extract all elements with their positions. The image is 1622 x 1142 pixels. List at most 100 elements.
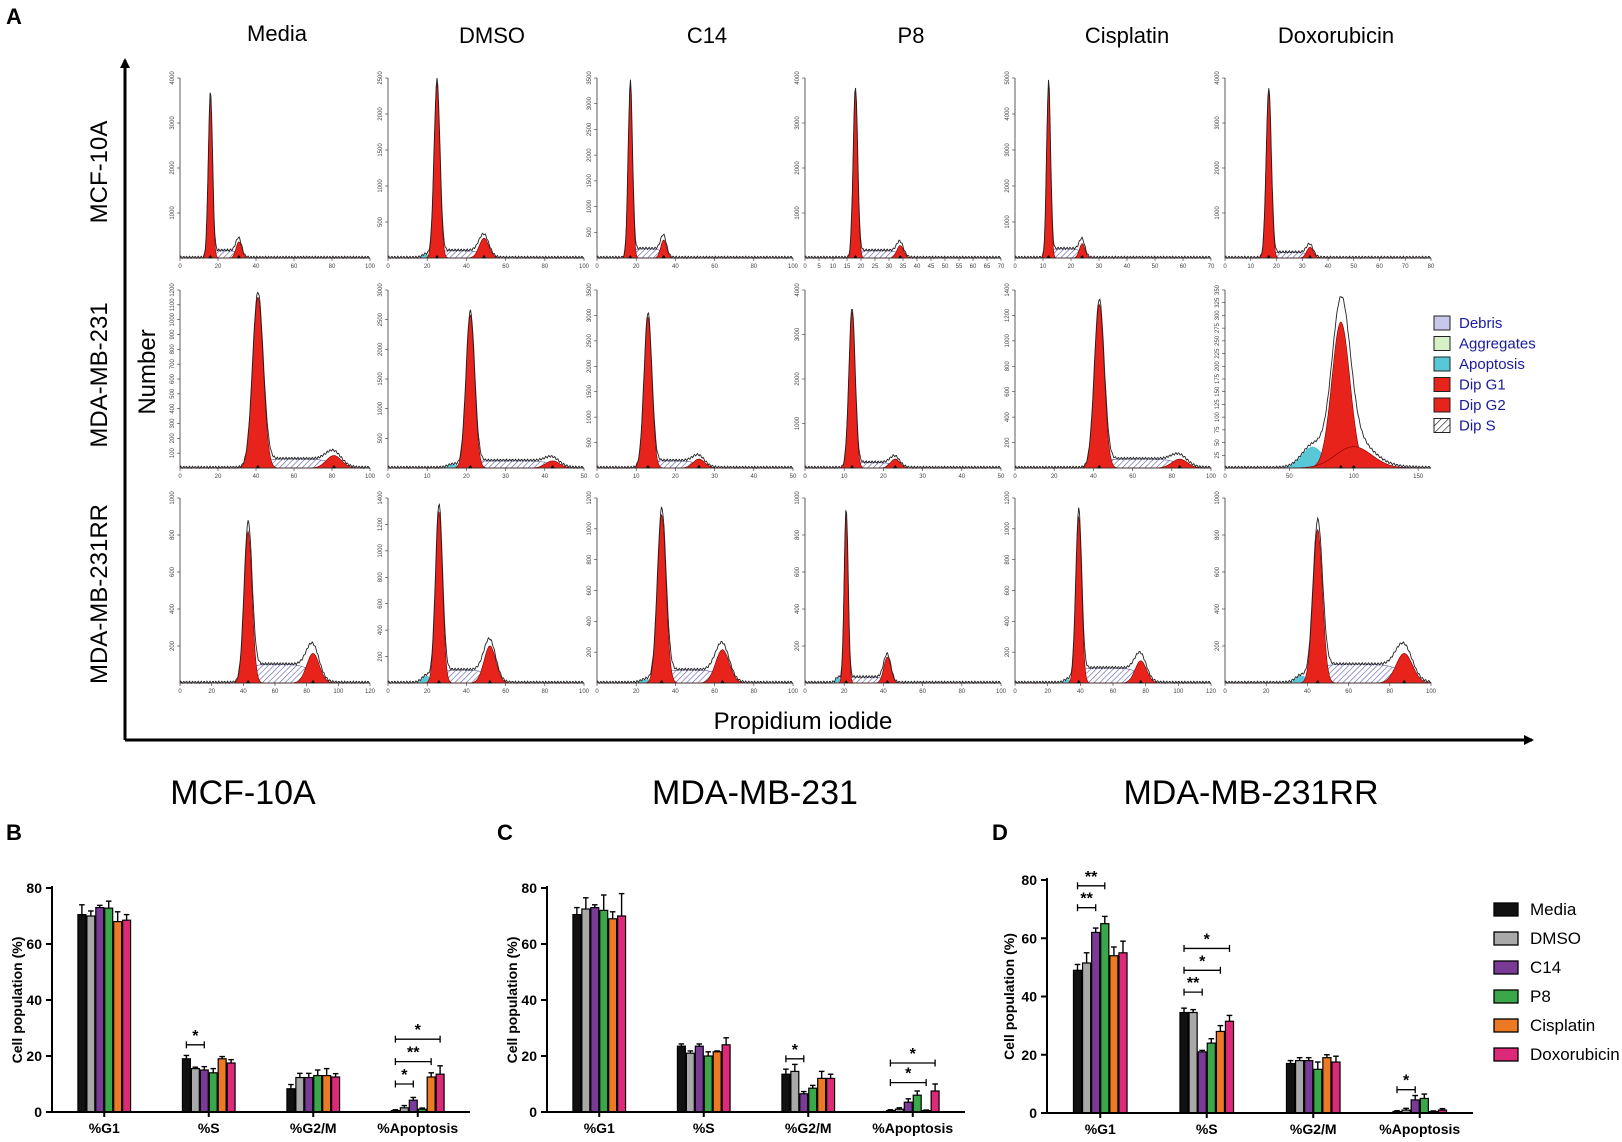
legend-swatch	[1433, 397, 1451, 413]
hist-y-tick-label: 1500	[378, 372, 384, 386]
hist-x-tick-label: 0	[178, 689, 182, 695]
dip-g1-peak	[1015, 303, 1211, 469]
hist-x-tick-label: 40	[253, 264, 260, 270]
hist-y-tick-label: 1200	[378, 517, 384, 531]
y-tick-label: 0	[1029, 1105, 1037, 1121]
bar	[1081, 962, 1092, 1114]
bar	[295, 1076, 305, 1113]
hist-x-tick-label: 0	[1013, 264, 1017, 270]
legend-label: Debris	[1459, 315, 1502, 332]
hist-x-tick-label: 100	[996, 689, 1007, 695]
bar	[572, 913, 582, 1113]
hist-x-tick-label: 35	[900, 264, 907, 270]
hist-y-tick-label: 1000	[587, 522, 593, 536]
hist-x-tick-label: 80	[541, 689, 548, 695]
hist-y-tick-label: 2000	[378, 342, 384, 356]
hist-x-tick-label: 0	[386, 689, 390, 695]
panel-letter-c: C	[497, 820, 513, 845]
bar	[199, 1069, 209, 1113]
bar-chart-mda-mb-231: 0 20 40 60 80 Cell population (%) %G1 %S %G2/M %A…	[504, 880, 965, 1136]
hist-x-tick-label: 50	[1350, 264, 1357, 270]
hist-x-tick-label: 100	[365, 264, 376, 270]
y-tick-label: 20	[1021, 1047, 1037, 1063]
bar	[1294, 1059, 1305, 1114]
legend-swatch	[1433, 315, 1451, 331]
hist-x-tick-label: 40	[1325, 264, 1332, 270]
hist-y-tick-label: 5000	[1005, 71, 1011, 85]
hist-x-tick-label: 25	[872, 264, 879, 270]
hist-y-tick-label: 500	[587, 227, 593, 238]
significance-label: **	[407, 1045, 420, 1062]
hist-y-tick-label: 1000	[1215, 206, 1221, 220]
hist-x-tick-label: 0	[1013, 474, 1017, 480]
apoptosis-area	[388, 675, 584, 683]
y-tick-label: 60	[1021, 930, 1037, 946]
bar	[1410, 1099, 1420, 1114]
hist-x-tick-label: 20	[858, 264, 865, 270]
hist-y-tick-label: 4000	[1005, 107, 1011, 121]
total-fit-line	[179, 520, 371, 685]
hist-y-tick-label: 600	[1005, 386, 1011, 397]
y-tick-label: 20	[26, 1048, 42, 1064]
bar	[817, 1077, 827, 1113]
hist-y-tick-label: 200	[1005, 647, 1011, 658]
hist-y-tick-label: 1200	[1005, 491, 1011, 505]
legend-label: Dip S	[1459, 418, 1496, 435]
y-tick-label: 40	[26, 992, 42, 1008]
hist-x-tick-label: 70	[998, 264, 1005, 270]
hist-y-tick-label: 900	[170, 329, 176, 340]
hist-y-tick-label: 3000	[587, 96, 593, 110]
significance-label: **	[1085, 869, 1098, 886]
hist-x-tick-label: 30	[919, 474, 926, 480]
hist-y-tick-label: 1000	[1215, 491, 1221, 505]
column-headers: Media DMSO C14 P8 Cisplatin Doxorubicin	[247, 21, 1394, 48]
hist-y-tick-label: 500	[378, 216, 384, 227]
hist-y-tick-label: 1500	[587, 384, 593, 398]
hist-y-tick-label: 2000	[795, 161, 801, 175]
hist-y-tick-label: 500	[170, 388, 176, 399]
y-tick-label: 80	[521, 880, 537, 896]
bar	[712, 1051, 722, 1113]
hist-x-tick-label: 65	[984, 264, 991, 270]
dip-g1-peak	[805, 91, 1001, 259]
hist-y-tick-label: 275	[1215, 322, 1221, 333]
hist-y-tick-label: 200	[795, 640, 801, 651]
hist-y-tick-label: 125	[1215, 399, 1221, 410]
hist-y-tick-label: 800	[1005, 554, 1011, 565]
histogram-cell: 0 20 40 60 80 100 120 200 400 600 800 1000	[170, 491, 376, 695]
x-category-label: %S	[693, 1120, 715, 1136]
hist-x-tick-label: 60	[711, 689, 718, 695]
hist-x-tick-label: 40	[1304, 689, 1311, 695]
hist-y-tick-label: 2500	[378, 312, 384, 326]
hist-x-tick-label: 150	[1413, 474, 1424, 480]
significance-label: *	[192, 1028, 199, 1045]
bar	[113, 920, 123, 1113]
dip-g2-peak	[388, 645, 584, 684]
hist-y-tick-label: 200	[170, 640, 176, 651]
hist-x-tick-label: 40	[1124, 264, 1131, 270]
hist-y-tick-label: 1000	[795, 416, 801, 430]
bar	[1118, 952, 1128, 1114]
bar	[86, 915, 96, 1113]
hist-x-tick-label: 40	[750, 474, 757, 480]
hist-x-tick-label: 60	[970, 264, 977, 270]
hist-y-tick-label: 200	[1215, 640, 1221, 651]
hist-y-tick-label: 1000	[170, 491, 176, 505]
bar-legend-label: DMSO	[1530, 929, 1581, 948]
column-header: Media	[247, 21, 308, 46]
hist-x-tick-label: 55	[956, 264, 963, 270]
dip-g1-peak	[597, 316, 793, 469]
hist-y-tick-label: 1400	[1005, 283, 1011, 297]
hist-y-tick-label: 3000	[587, 308, 593, 322]
hist-x-tick-label: 60	[291, 264, 298, 270]
bar	[331, 1076, 341, 1113]
hist-y-tick-label: 100	[170, 448, 176, 459]
y-tick-label: 40	[521, 992, 537, 1008]
hist-y-tick-label: 1000	[1005, 334, 1011, 348]
row-header: MDA-MB-231	[86, 302, 113, 447]
total-fit-line	[387, 502, 585, 685]
hist-x-tick-label: 0	[178, 264, 182, 270]
legend-label: Dip G2	[1459, 397, 1506, 414]
hist-x-tick-label: 20	[208, 689, 215, 695]
hist-y-tick-label: 400	[170, 403, 176, 414]
